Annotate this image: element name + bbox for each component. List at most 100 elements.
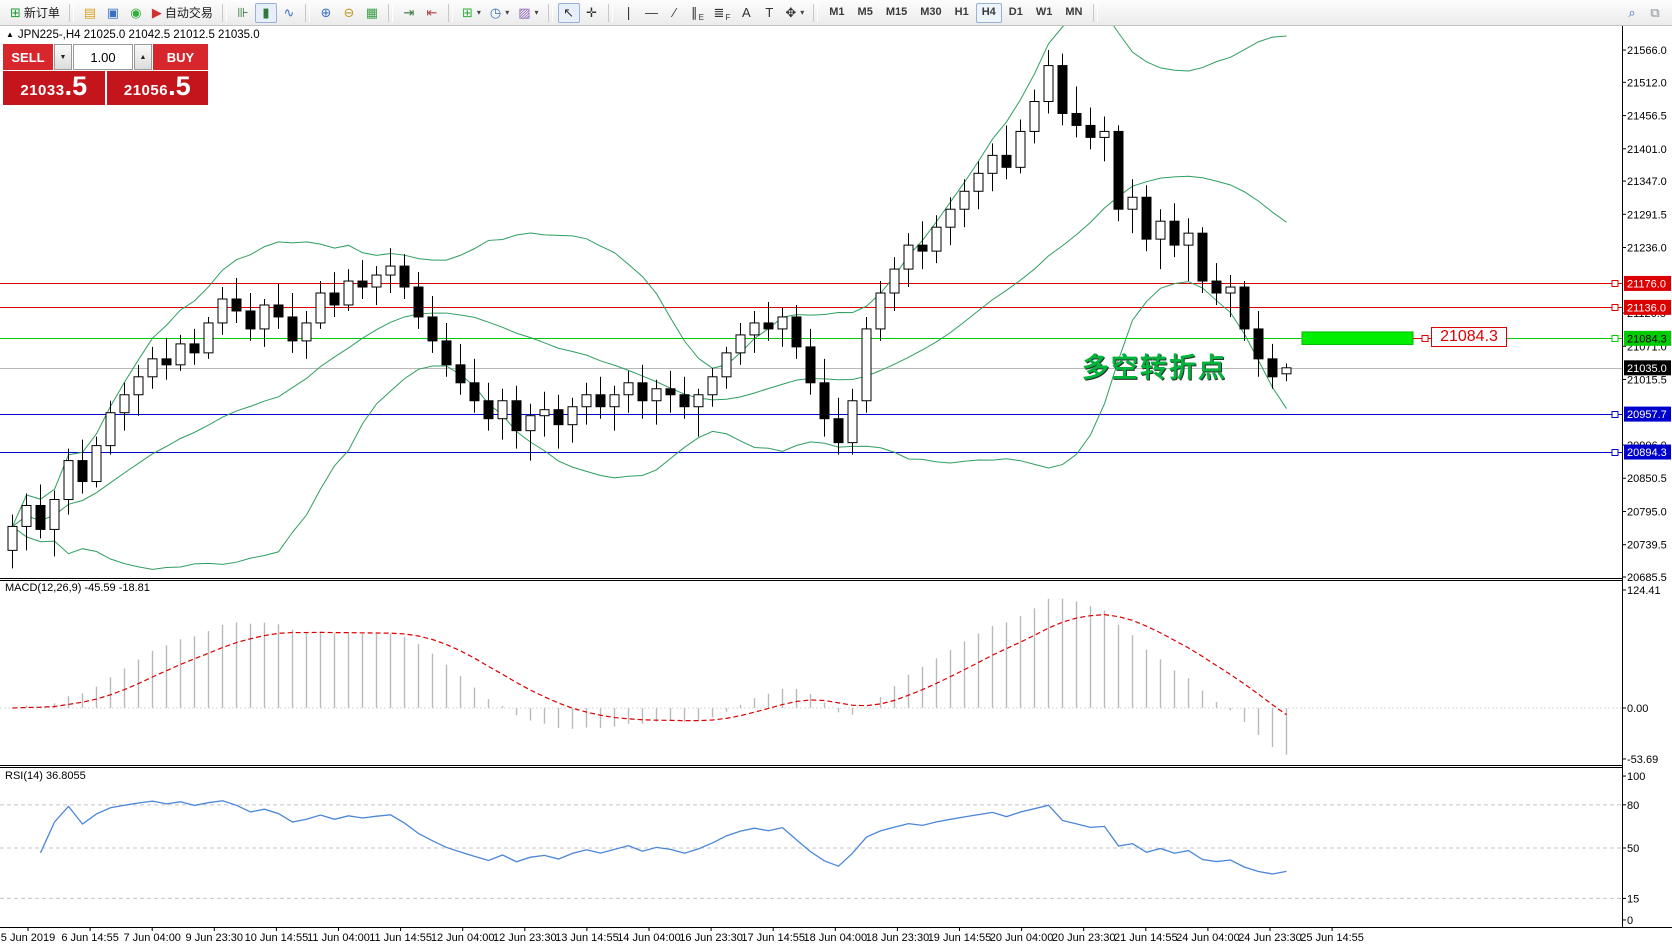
line-chart-button[interactable]: ∿ [278,3,300,23]
buy-price-main: 21056 [123,82,169,99]
timeframe-m5-button[interactable]: M5 [857,5,873,18]
auto-scroll-button[interactable]: ⇥ [398,3,420,23]
dropdown-caret-icon[interactable]: ▾ [800,7,805,17]
terminal-icon[interactable]: ▣ [102,3,124,23]
equidistant-channel-button[interactable]: ∥ E [687,3,709,23]
chart-shift-button[interactable]: ⇤ [421,3,443,23]
indicators-button[interactable]: ⊞ ▾ [458,3,485,23]
svg-text:18 Jun 23:30: 18 Jun 23:30 [866,932,930,944]
tile-windows-button[interactable]: ▦ [361,3,383,23]
price-axis-badges: 21176.0 21136.0 21084.3 20957.7 20894.3 21035… [1624,275,1671,460]
toolbar-separator [304,3,310,22]
svg-text:21084.3: 21084.3 [1627,333,1667,345]
timeframe-m1-button[interactable]: M1 [829,5,845,18]
svg-text:20 Jun 04:00: 20 Jun 04:00 [990,932,1054,944]
bar-chart-button[interactable]: ⊪ [232,3,254,23]
price-tag-label[interactable]: 21084.3 [1431,327,1507,347]
svg-text:12 Jun 04:00: 12 Jun 04:00 [431,932,495,944]
zoom-in-glyph: ⊕ [320,5,332,20]
timeframe-mn-button[interactable]: MN [1065,5,1083,18]
timeframe-m15-button[interactable]: M15 [885,5,908,18]
svg-text:21176.0: 21176.0 [1627,278,1666,290]
macd-axis-labels: 124.41 0.00 -53.69 [1622,585,1661,766]
svg-text:20739.5: 20739.5 [1627,540,1667,552]
macd-layer [0,598,1622,755]
cursor-button[interactable]: ↖ [557,2,580,23]
svg-text:21035.0: 21035.0 [1627,363,1667,375]
buy-button[interactable]: BUY [153,44,208,70]
svg-text:21347.0: 21347.0 [1627,176,1667,188]
vertical-line-button[interactable]: ❘ [618,3,640,23]
volume-input[interactable]: 1.00 [73,44,133,70]
text-button[interactable]: A [735,3,757,23]
vertical-line-glyph: ❘ [623,5,634,20]
svg-text:-53.69: -53.69 [1627,754,1658,766]
timeframe-d1-button[interactable]: D1 [1008,5,1023,18]
toolbar-separator [547,3,553,22]
toolbar-separator [447,3,453,22]
text-label-glyph: T [765,5,774,20]
volume-decrease-button[interactable]: ▼ [54,44,72,70]
highlight-zone[interactable] [1301,331,1431,345]
candlestick-chart-button[interactable]: ▮ [254,2,277,23]
auto-scroll-glyph: ⇥ [403,5,415,20]
symbol-ohlc-text: JPN225-,H4 21025.0 21042.5 21012.5 21035… [17,29,260,41]
search-icon[interactable]: ⌕ [1621,3,1643,23]
periods-button[interactable]: ◷ ▾ [486,3,513,23]
dropdown-caret-icon[interactable]: ▾ [534,7,539,17]
text-label-button[interactable]: T [758,3,780,23]
chart-expand-icon[interactable]: ▲ [6,30,14,39]
buy-price-frac: .5 [168,71,191,101]
timeframe-h1-button[interactable]: H1 [954,5,969,18]
horizontal-line-glyph: ― [645,5,659,20]
svg-text:20795.0: 20795.0 [1627,506,1667,518]
profiles-icon[interactable]: ▤ [79,3,101,23]
svg-text:10 Jun 14:55: 10 Jun 14:55 [245,932,309,944]
svg-text:11 Jun 04:00: 11 Jun 04:00 [307,932,370,944]
horizontal-line-button[interactable]: ― [641,3,663,23]
crosshair-glyph: ✛ [586,5,597,20]
trendline-glyph: ∕ [673,5,676,20]
chart-info-line: ▲ JPN225-,H4 21025.0 21042.5 21012.5 2103… [6,29,260,41]
fibonacci-button[interactable]: ≣ F [710,3,735,23]
trendline-button[interactable]: ∕ [664,3,686,23]
sell-price-display[interactable]: 21033 .5 [3,71,105,105]
glyph-subscript: F [725,12,731,22]
time-axis-labels[interactable]: 5 Jun 2019 6 Jun 14:55 7 Jun 04:00 9 Jun 23… [1,927,1364,944]
svg-text:21512.0: 21512.0 [1627,77,1667,89]
templates-button[interactable]: ▨ ▾ [514,3,542,23]
svg-text:16 Jun 23:30: 16 Jun 23:30 [679,932,743,944]
equidistant-channel-glyph: ∥ [691,5,698,20]
sell-button[interactable]: SELL [3,44,53,70]
signals-icon[interactable]: ◉ [125,3,147,23]
toolbar-separator [221,3,227,22]
profiles-icon-glyph: ▤ [83,5,97,20]
autotrading-glyph: ▶ [151,5,162,20]
terminal-icon-glyph: ▣ [106,5,120,20]
crosshair-button[interactable]: ✛ [581,3,603,23]
new-order-button[interactable]: ⊞ 新订单 [6,3,64,23]
timeframe-w1-button[interactable]: W1 [1035,5,1053,18]
chat-icon[interactable]: ⧉ [1644,3,1666,23]
timeframe-m30-button[interactable]: M30 [920,5,942,18]
timeframe-h4-button[interactable]: H4 [975,2,1002,23]
volume-increase-button[interactable]: ▲ [134,44,152,70]
dropdown-caret-icon[interactable]: ▾ [476,7,481,17]
new-order-button-label: 新订单 [23,5,60,20]
svg-text:21136.0: 21136.0 [1627,302,1666,314]
cursor-glyph: ↖ [563,5,574,20]
annotation-text[interactable]: 多空转折点 [1082,353,1227,383]
autotrading-button[interactable]: ▶ 自动交易 [148,3,217,23]
dropdown-caret-icon[interactable]: ▾ [505,7,510,17]
line-chart-glyph: ∿ [283,5,295,20]
zoom-in-button[interactable]: ⊕ [315,3,337,23]
arrows-button[interactable]: ✥ ▾ [781,3,808,23]
toolbar-separator [387,3,393,22]
buy-price-display[interactable]: 21056 .5 [106,71,208,105]
candlestick-chart-glyph: ▮ [262,5,270,20]
text-glyph: A [741,5,751,20]
zoom-out-button[interactable]: ⊖ [338,3,360,23]
one-click-trade-panel: SELL ▼ 1.00 ▲ BUY 21033 .5 21056 .5 [3,44,208,105]
